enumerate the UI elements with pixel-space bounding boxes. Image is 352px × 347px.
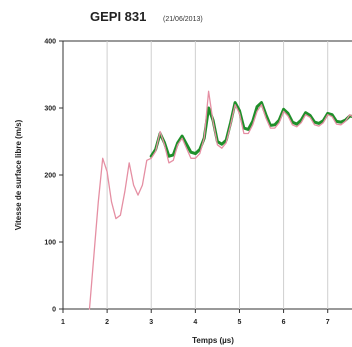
x-tick-label: 7 xyxy=(326,319,330,326)
plot-area xyxy=(62,40,352,310)
chart-subtitle: (21/06/2013) xyxy=(163,16,203,23)
y-tick-label: 300 xyxy=(44,106,56,113)
x-tick-label: 3 xyxy=(149,319,153,326)
y-tick-label: 200 xyxy=(44,173,56,180)
chart-title: GEPI 831 xyxy=(90,9,146,24)
y-tick-label: 400 xyxy=(44,39,56,46)
x-tick-label: 2 xyxy=(105,319,109,326)
series-line xyxy=(88,90,352,310)
axis-ticks: 1 2 3 4 5 6 7 0 100 200 300 400 xyxy=(44,39,329,327)
data-series xyxy=(88,90,352,310)
y-tick-label: 100 xyxy=(44,240,56,247)
series-line xyxy=(149,101,352,158)
x-tick-label: 6 xyxy=(282,319,286,326)
grid-lines xyxy=(106,41,329,309)
x-tick-label: 1 xyxy=(61,319,65,326)
x-tick-label: 5 xyxy=(238,319,242,326)
y-axis-label: Vitesse de surface libre (m/s) xyxy=(14,119,23,230)
x-axis-label: Temps (µs) xyxy=(192,336,234,345)
x-tick-label: 4 xyxy=(193,319,197,326)
y-tick-label: 0 xyxy=(52,307,56,314)
